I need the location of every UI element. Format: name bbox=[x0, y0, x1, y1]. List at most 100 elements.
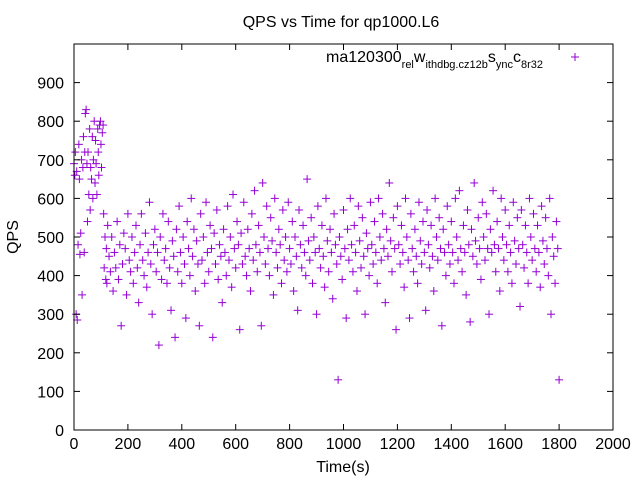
data-point bbox=[350, 221, 359, 230]
data-point bbox=[278, 205, 287, 214]
data-point bbox=[76, 229, 85, 238]
data-point bbox=[102, 279, 111, 288]
data-point bbox=[417, 260, 426, 269]
data-point bbox=[482, 209, 491, 218]
data-point bbox=[86, 205, 95, 214]
data-point bbox=[81, 109, 90, 118]
data-point bbox=[516, 302, 525, 311]
data-point bbox=[238, 260, 247, 269]
data-point bbox=[131, 221, 140, 230]
data-point bbox=[180, 260, 189, 269]
data-point bbox=[521, 221, 530, 230]
data-point bbox=[227, 283, 236, 292]
data-point bbox=[406, 209, 415, 218]
data-point bbox=[234, 240, 243, 249]
data-point bbox=[354, 202, 363, 211]
data-point bbox=[425, 263, 434, 272]
x-axis-label: Time(s) bbox=[316, 459, 370, 476]
data-point bbox=[113, 217, 122, 226]
data-point bbox=[265, 271, 274, 280]
y-tick-label: 700 bbox=[37, 153, 64, 170]
y-tick-label: 300 bbox=[37, 307, 64, 324]
legend-marker bbox=[571, 53, 579, 61]
data-point bbox=[462, 290, 471, 299]
data-point bbox=[121, 244, 130, 253]
data-point bbox=[388, 267, 397, 276]
data-point bbox=[317, 221, 326, 230]
data-point bbox=[119, 229, 128, 238]
data-point bbox=[92, 159, 101, 168]
data-point bbox=[224, 256, 233, 265]
data-point bbox=[520, 263, 529, 272]
data-point bbox=[276, 240, 285, 249]
data-point bbox=[110, 248, 119, 257]
y-tick-label: 400 bbox=[37, 269, 64, 286]
data-point bbox=[241, 252, 250, 261]
data-point bbox=[386, 236, 395, 245]
data-point bbox=[138, 256, 147, 265]
data-point bbox=[483, 244, 492, 253]
data-point bbox=[255, 248, 264, 257]
data-point bbox=[470, 178, 479, 187]
data-point bbox=[172, 225, 181, 234]
data-point bbox=[389, 213, 398, 222]
data-point bbox=[393, 202, 402, 211]
x-tick-label: 400 bbox=[168, 436, 195, 453]
data-point bbox=[449, 279, 458, 288]
data-point bbox=[409, 267, 418, 276]
data-point bbox=[454, 256, 463, 265]
data-point bbox=[259, 233, 268, 241]
data-point bbox=[466, 317, 475, 326]
data-point bbox=[552, 217, 561, 226]
y-tick-label: 900 bbox=[37, 76, 64, 93]
data-point bbox=[502, 240, 511, 249]
data-point bbox=[102, 244, 111, 253]
data-point bbox=[351, 248, 360, 257]
data-point bbox=[187, 194, 196, 203]
data-point bbox=[494, 244, 503, 253]
data-point bbox=[429, 287, 438, 296]
data-point bbox=[162, 279, 171, 288]
data-point bbox=[289, 287, 298, 296]
data-point bbox=[536, 283, 545, 292]
data-point bbox=[532, 267, 541, 276]
data-point bbox=[161, 244, 170, 253]
data-point bbox=[464, 240, 473, 249]
data-point bbox=[115, 240, 124, 249]
data-point bbox=[416, 236, 425, 245]
data-point bbox=[452, 233, 461, 241]
chart-title: QPS vs Time for qp1000.L6 bbox=[243, 14, 440, 31]
data-point bbox=[439, 225, 448, 234]
data-point bbox=[308, 279, 317, 288]
data-point bbox=[293, 306, 302, 315]
data-point bbox=[319, 252, 328, 261]
data-point bbox=[383, 252, 392, 261]
data-point bbox=[385, 178, 394, 187]
data-point bbox=[370, 217, 379, 226]
data-point bbox=[85, 124, 94, 133]
data-point bbox=[107, 233, 116, 241]
data-point bbox=[156, 233, 165, 241]
data-point bbox=[530, 244, 539, 253]
data-point bbox=[133, 263, 142, 272]
data-point bbox=[199, 233, 208, 241]
data-point bbox=[169, 252, 178, 261]
data-point bbox=[210, 229, 219, 238]
data-point bbox=[80, 248, 89, 257]
data-point bbox=[458, 267, 467, 276]
data-point bbox=[397, 221, 406, 230]
data-point bbox=[414, 198, 423, 207]
data-point bbox=[290, 233, 299, 241]
data-point bbox=[344, 256, 353, 265]
data-point bbox=[264, 244, 273, 253]
y-tick-label: 500 bbox=[37, 230, 64, 247]
data-point bbox=[150, 225, 159, 234]
data-point bbox=[366, 198, 375, 207]
data-point bbox=[358, 213, 367, 222]
data-point bbox=[195, 321, 204, 330]
data-point bbox=[200, 279, 209, 288]
data-point bbox=[179, 233, 188, 241]
data-point bbox=[126, 267, 135, 276]
